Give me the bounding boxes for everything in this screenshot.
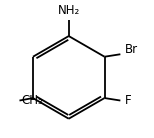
Text: Br: Br	[125, 43, 138, 56]
Text: F: F	[125, 94, 131, 107]
Text: CH₃: CH₃	[21, 94, 43, 107]
Text: NH₂: NH₂	[58, 4, 80, 17]
